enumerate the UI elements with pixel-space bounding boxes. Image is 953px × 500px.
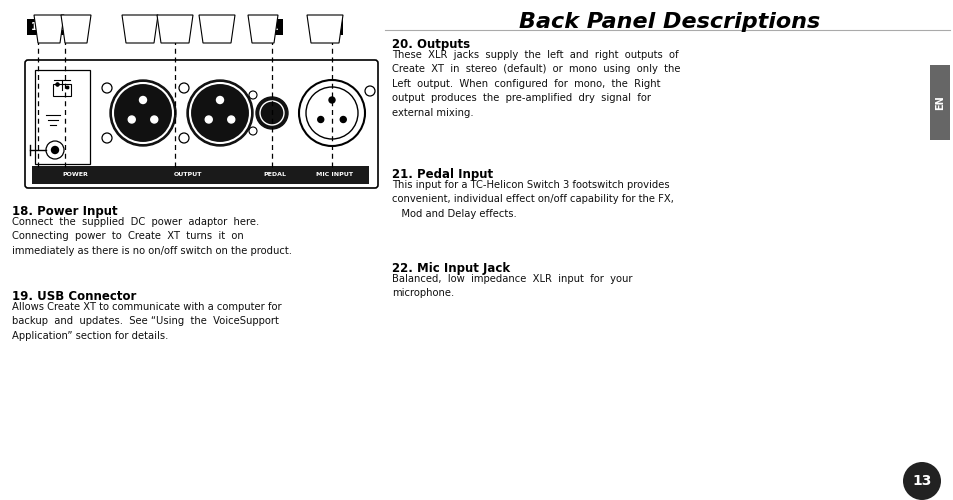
- Text: 21: 21: [265, 22, 278, 32]
- Circle shape: [102, 133, 112, 143]
- Circle shape: [151, 116, 157, 123]
- Polygon shape: [248, 15, 277, 43]
- Text: POWER: POWER: [62, 172, 88, 178]
- Text: MIC INPUT: MIC INPUT: [316, 172, 354, 178]
- Text: These  XLR  jacks  supply  the  left  and  right  outputs  of
Create  XT  in  st: These XLR jacks supply the left and righ…: [392, 50, 679, 117]
- Circle shape: [139, 96, 147, 103]
- Circle shape: [205, 116, 212, 123]
- Text: 18: 18: [31, 22, 45, 32]
- Circle shape: [306, 87, 357, 139]
- Text: EN: EN: [934, 96, 944, 110]
- Polygon shape: [199, 15, 234, 43]
- Circle shape: [260, 101, 284, 125]
- Polygon shape: [61, 15, 91, 43]
- Circle shape: [228, 116, 234, 123]
- Circle shape: [102, 83, 112, 93]
- Text: OUTPUT: OUTPUT: [173, 172, 202, 178]
- Bar: [320, 19, 343, 35]
- Circle shape: [187, 80, 253, 146]
- Circle shape: [128, 116, 135, 123]
- Bar: [53, 84, 71, 96]
- Circle shape: [329, 97, 335, 103]
- Text: 19. USB Connector: 19. USB Connector: [12, 290, 136, 303]
- Circle shape: [190, 83, 250, 143]
- Text: 22: 22: [325, 22, 338, 32]
- Circle shape: [51, 146, 58, 154]
- Text: Back Panel Descriptions: Back Panel Descriptions: [518, 12, 820, 32]
- Bar: [35, 70, 90, 164]
- Text: 18. Power Input: 18. Power Input: [12, 205, 117, 218]
- Text: This input for a TC-Helicon Switch 3 footswitch provides
convenient, individual : This input for a TC-Helicon Switch 3 foo…: [392, 180, 673, 219]
- Bar: [27, 19, 49, 35]
- Bar: [164, 19, 186, 35]
- FancyBboxPatch shape: [25, 60, 377, 188]
- Text: 19: 19: [58, 22, 71, 32]
- Circle shape: [298, 80, 365, 146]
- Circle shape: [249, 91, 256, 99]
- Circle shape: [179, 133, 189, 143]
- Circle shape: [317, 116, 323, 122]
- Text: Connect  the  supplied  DC  power  adaptor  here.
Connecting  power  to  Create : Connect the supplied DC power adaptor he…: [12, 217, 292, 256]
- Circle shape: [179, 83, 189, 93]
- Polygon shape: [157, 15, 193, 43]
- Text: 22. Mic Input Jack: 22. Mic Input Jack: [392, 262, 510, 275]
- FancyBboxPatch shape: [929, 65, 949, 140]
- Circle shape: [216, 96, 223, 103]
- Text: 20: 20: [168, 22, 182, 32]
- Circle shape: [365, 86, 375, 96]
- Circle shape: [255, 97, 288, 129]
- Circle shape: [110, 80, 175, 146]
- Circle shape: [249, 127, 256, 135]
- Text: 20. Outputs: 20. Outputs: [392, 38, 470, 51]
- Circle shape: [340, 116, 346, 122]
- Text: Allows Create XT to communicate with a computer for
backup  and  updates.  See “: Allows Create XT to communicate with a c…: [12, 302, 281, 341]
- Bar: [32, 166, 369, 184]
- Polygon shape: [34, 15, 64, 43]
- Text: PEDAL: PEDAL: [263, 172, 286, 178]
- Text: 13: 13: [911, 474, 931, 488]
- Circle shape: [902, 462, 940, 500]
- Circle shape: [46, 141, 64, 159]
- Polygon shape: [307, 15, 343, 43]
- Polygon shape: [122, 15, 158, 43]
- Bar: [54, 19, 76, 35]
- Circle shape: [112, 83, 172, 143]
- Text: 21. Pedal Input: 21. Pedal Input: [392, 168, 493, 181]
- Bar: [261, 19, 283, 35]
- Text: Balanced,  low  impedance  XLR  input  for  your
microphone.: Balanced, low impedance XLR input for yo…: [392, 274, 632, 298]
